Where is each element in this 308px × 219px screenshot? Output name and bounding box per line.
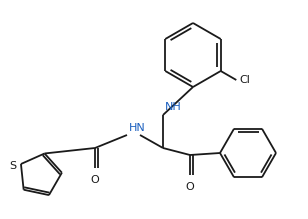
Text: S: S — [9, 161, 17, 171]
Text: O: O — [186, 182, 194, 192]
Text: HN: HN — [129, 123, 146, 133]
Text: O: O — [91, 175, 99, 185]
Text: Cl: Cl — [239, 75, 250, 85]
Text: NH: NH — [165, 102, 182, 112]
